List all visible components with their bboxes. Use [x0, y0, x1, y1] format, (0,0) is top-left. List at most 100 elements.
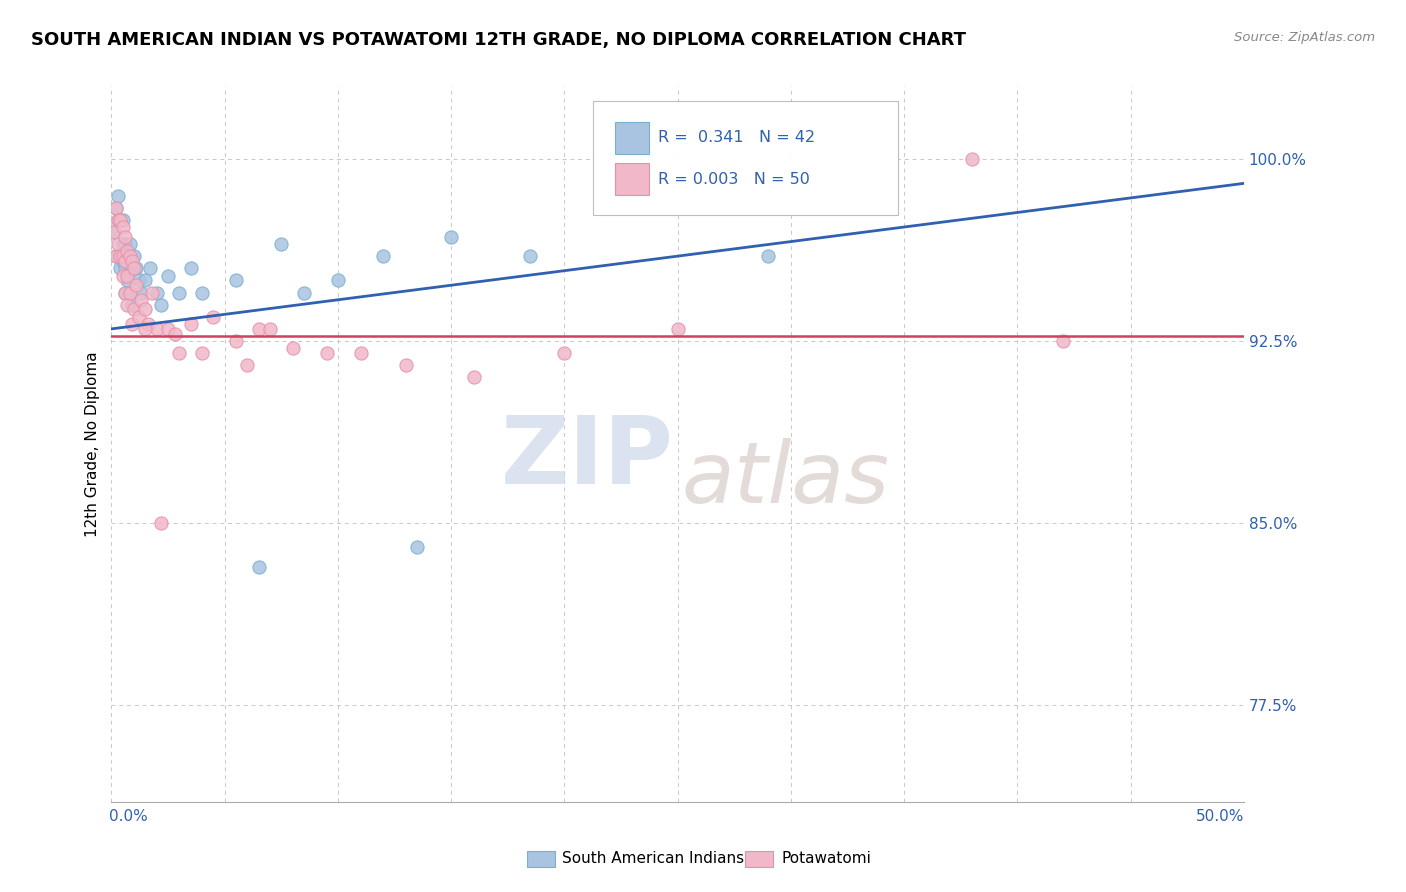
Point [118, 237, 141, 252]
Point [281, 341, 304, 355]
Point [519, 249, 541, 263]
Point [111, 220, 134, 235]
Point [110, 212, 132, 227]
Point [139, 261, 162, 276]
Point [104, 249, 127, 263]
Text: Source: ZipAtlas.com: Source: ZipAtlas.com [1234, 31, 1375, 45]
Point [163, 326, 186, 341]
Point [141, 285, 163, 300]
Point [118, 285, 141, 300]
Point [145, 285, 167, 300]
Point [1052, 334, 1074, 348]
Point [121, 298, 143, 312]
Point [756, 249, 779, 263]
Point [191, 346, 214, 360]
Point [117, 268, 139, 283]
Point [110, 249, 132, 263]
Point [129, 285, 152, 300]
Point [960, 152, 983, 166]
Point [107, 212, 129, 227]
Text: SOUTH AMERICAN INDIAN VS POTAWATOMI 12TH GRADE, NO DIPLOMA CORRELATION CHART: SOUTH AMERICAN INDIAN VS POTAWATOMI 12TH… [31, 31, 966, 49]
Point [114, 261, 136, 276]
Point [406, 540, 429, 554]
Point [349, 346, 371, 360]
Point [121, 317, 143, 331]
Point [157, 322, 180, 336]
Point [191, 285, 214, 300]
Point [202, 310, 225, 324]
Point [326, 273, 349, 287]
Point [553, 346, 575, 360]
Point [114, 285, 136, 300]
Point [121, 261, 143, 276]
Point [169, 285, 191, 300]
Text: R = 0.003   N = 50: R = 0.003 N = 50 [658, 172, 810, 187]
Point [107, 212, 129, 227]
Text: ZIP: ZIP [501, 412, 673, 504]
Point [157, 268, 180, 283]
Point [118, 285, 141, 300]
Point [145, 322, 167, 336]
Text: 50.0%: 50.0% [1195, 809, 1244, 824]
Point [114, 237, 136, 252]
Point [111, 268, 134, 283]
Point [440, 229, 463, 244]
Y-axis label: 12th Grade, No Diploma: 12th Grade, No Diploma [86, 351, 100, 537]
Point [117, 298, 139, 312]
Point [373, 249, 395, 263]
Point [463, 370, 485, 384]
Text: 0.0%: 0.0% [110, 809, 148, 824]
Point [118, 249, 141, 263]
Point [315, 346, 337, 360]
Point [122, 302, 145, 317]
FancyBboxPatch shape [616, 122, 650, 154]
Point [111, 212, 134, 227]
Point [114, 229, 136, 244]
Point [292, 285, 315, 300]
Point [180, 261, 202, 276]
Point [128, 273, 150, 287]
Text: R =  0.341   N = 42: R = 0.341 N = 42 [658, 130, 815, 145]
FancyBboxPatch shape [593, 101, 898, 215]
Point [225, 334, 247, 348]
Point [134, 302, 156, 317]
Point [150, 298, 173, 312]
Point [121, 254, 143, 268]
Point [122, 261, 145, 276]
Point [107, 237, 129, 252]
Point [169, 346, 191, 360]
Point [104, 201, 127, 215]
Point [247, 322, 270, 336]
Point [111, 249, 134, 263]
Point [122, 249, 145, 263]
Point [110, 249, 132, 263]
Point [150, 516, 173, 530]
Point [395, 359, 418, 373]
Point [125, 278, 148, 293]
Point [110, 261, 132, 276]
Point [104, 201, 127, 215]
Point [136, 317, 159, 331]
Point [103, 225, 125, 239]
Point [666, 322, 689, 336]
Point [117, 249, 139, 263]
Text: atlas: atlas [681, 438, 889, 522]
Point [259, 322, 281, 336]
Point [111, 254, 134, 268]
Point [107, 188, 129, 202]
Point [270, 237, 292, 252]
Point [180, 317, 202, 331]
FancyBboxPatch shape [616, 163, 650, 195]
Text: South American Indians: South American Indians [562, 852, 745, 866]
Point [103, 225, 125, 239]
Point [117, 244, 139, 259]
Point [129, 293, 152, 307]
Point [117, 273, 139, 287]
Point [134, 322, 156, 336]
Point [110, 212, 132, 227]
Point [111, 237, 134, 252]
Point [247, 559, 270, 574]
Point [114, 254, 136, 268]
Point [134, 273, 156, 287]
Text: Potawatomi: Potawatomi [782, 852, 872, 866]
